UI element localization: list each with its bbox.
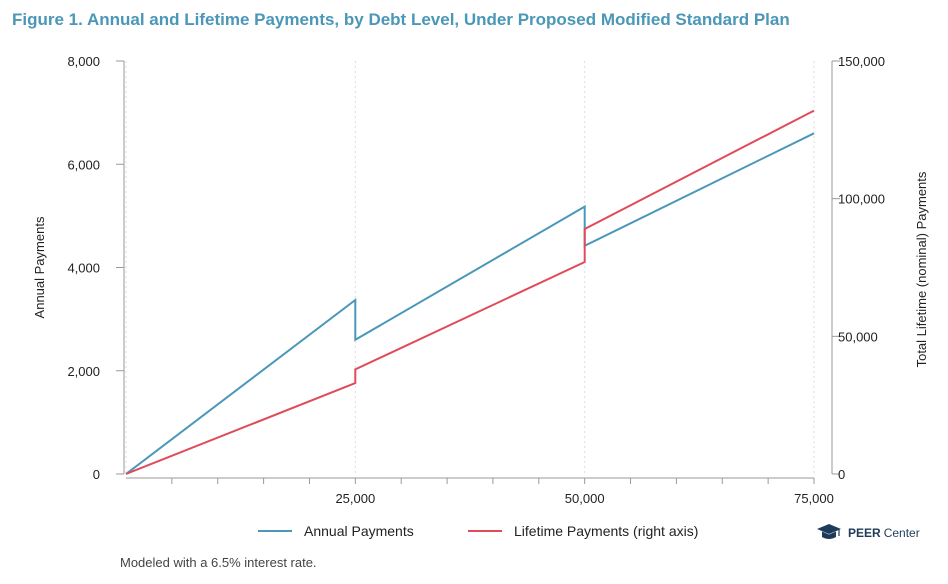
footnote: Modeled with a 6.5% interest rate. bbox=[120, 555, 317, 570]
y2-tick-label: 100,000 bbox=[838, 192, 885, 207]
chart-title: Figure 1. Annual and Lifetime Payments, … bbox=[12, 10, 790, 29]
y-tick-label: 0 bbox=[93, 467, 100, 482]
chart-legend: Annual Payments Lifetime Payments (right… bbox=[0, 523, 948, 545]
y2-tick-label: 150,000 bbox=[838, 54, 885, 69]
x-tick-label: 25,000 bbox=[335, 491, 375, 506]
legend-label-annual: Annual Payments bbox=[304, 523, 414, 539]
peer-center-logo: PEER Center bbox=[816, 523, 920, 543]
payments-line-chart: 0 2,000 4,000 6,000 8,000 0 50,000 100,000 150,0… bbox=[32, 54, 929, 506]
annual-payments-line bbox=[125, 132, 815, 475]
y-tick-label: 4,000 bbox=[67, 261, 100, 276]
lifetime-payments-line bbox=[125, 109, 815, 475]
y-tick-label: 2,000 bbox=[67, 364, 100, 379]
y2-axis-title: Total Lifetime (nominal) Payments bbox=[914, 171, 929, 367]
y2-tick-label: 50,000 bbox=[838, 329, 878, 344]
legend-swatch-annual bbox=[258, 530, 292, 532]
logo-text-center: Center bbox=[883, 526, 920, 540]
y-tick-label: 8,000 bbox=[67, 54, 100, 69]
y-tick-label: 6,000 bbox=[67, 157, 100, 172]
x-tick-label: 50,000 bbox=[565, 491, 605, 506]
y-axis-title: Annual Payments bbox=[32, 216, 47, 318]
y2-tick-label: 0 bbox=[838, 467, 845, 482]
logo-text-peer: PEER bbox=[848, 526, 881, 540]
legend-label-lifetime: Lifetime Payments (right axis) bbox=[514, 523, 699, 539]
x-tick-label: 75,000 bbox=[794, 491, 834, 506]
legend-item-lifetime-payments: Lifetime Payments (right axis) bbox=[468, 523, 698, 539]
graduation-cap-icon bbox=[817, 524, 841, 539]
legend-swatch-lifetime bbox=[468, 530, 502, 532]
legend-item-annual-payments: Annual Payments bbox=[258, 523, 414, 539]
